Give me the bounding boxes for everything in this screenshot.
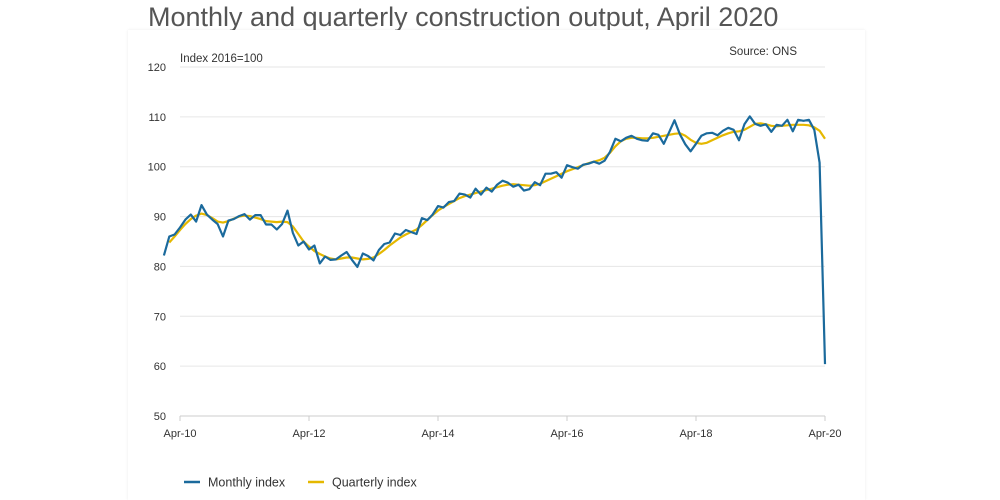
legend: Monthly index Quarterly index: [184, 476, 418, 490]
x-tick-label: Apr-20: [808, 428, 841, 440]
source-note: Source: ONS: [729, 46, 797, 58]
y-tick-label: 120: [148, 62, 166, 74]
y-tick-label: 100: [148, 162, 166, 174]
y-tick-label: 50: [154, 411, 166, 423]
chart-panel: 50 60 70 80 90 100 110 120 Apr-10 Apr-12 Apr-14 Ap…: [128, 30, 865, 500]
legend-label: Monthly index: [208, 476, 286, 490]
y-tick-label: 80: [154, 261, 166, 273]
x-tick-label: Apr-10: [163, 428, 196, 440]
x-tick-label: Apr-14: [421, 428, 454, 440]
y-axis: 50 60 70 80 90 100 110 120: [148, 62, 166, 423]
y-tick-label: 110: [148, 112, 166, 124]
x-axis: Apr-10 Apr-12 Apr-14 Apr-16 Apr-18 Apr-20: [163, 415, 842, 440]
monthly-index-line: [162, 115, 827, 365]
quarterly-index-line: [168, 122, 826, 261]
chart-title: Monthly and quarterly construction outpu…: [148, 2, 779, 32]
series-lines: [162, 115, 827, 365]
x-tick-label: Apr-18: [679, 428, 712, 440]
y-axis-label: Index 2016=100: [180, 53, 263, 65]
y-tick-label: 60: [154, 361, 166, 373]
y-tick-label: 90: [154, 212, 166, 224]
gridlines: [180, 66, 825, 367]
y-tick-label: 70: [154, 311, 166, 323]
x-tick-label: Apr-16: [550, 428, 583, 440]
legend-label: Quarterly index: [332, 476, 418, 490]
x-tick-label: Apr-12: [292, 428, 325, 440]
